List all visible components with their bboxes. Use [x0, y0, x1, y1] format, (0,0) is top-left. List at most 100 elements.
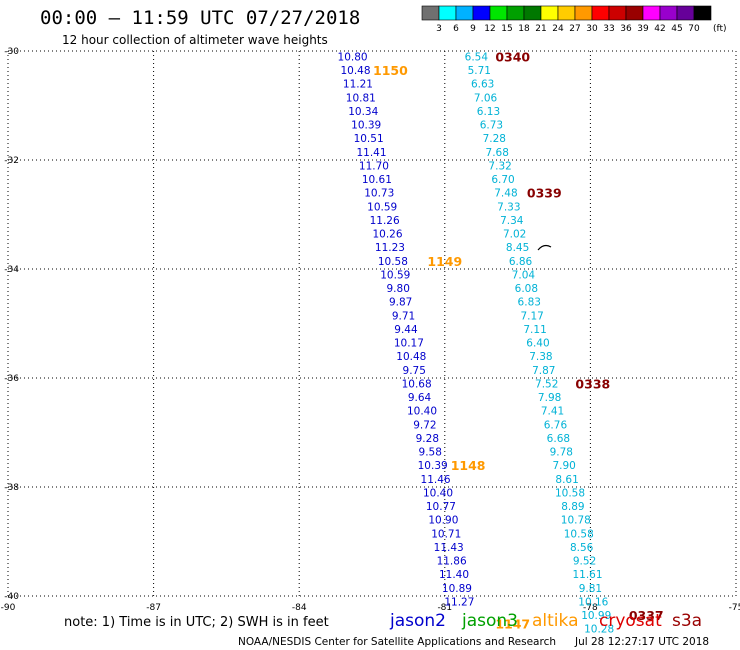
wave-height-label: 9.58 [419, 447, 442, 459]
wave-height-label: 6.54 [465, 51, 489, 63]
pass-time-label: 0337 [629, 608, 664, 623]
wave-height-label: 8.89 [561, 501, 584, 513]
wave-height-label: 7.06 [474, 92, 498, 104]
latitude-tick-label: -40 [4, 592, 19, 602]
pass-time-label: 1149 [427, 254, 462, 269]
legend-entry-jason3: jason3 [461, 611, 518, 631]
wave-height-label: 6.86 [509, 256, 533, 268]
wave-height-label: 11.27 [444, 596, 474, 608]
colorbar-swatch [523, 5, 542, 21]
legend-entry-jason2: jason2 [389, 611, 446, 631]
wave-height-label: 7.90 [552, 460, 575, 472]
pass-time-label: 1150 [373, 63, 408, 78]
wave-height-label: 10.51 [354, 133, 384, 145]
map-subtitle: 12 hour collection of altimeter wave hei… [62, 33, 328, 47]
wave-height-label: 9.78 [550, 447, 573, 459]
wave-height-label: 10.78 [561, 515, 591, 527]
wave-height-label: 9.52 [573, 556, 596, 568]
colorbar-tick-label: 45 [671, 24, 682, 34]
colorbar-tick-label: 21 [535, 24, 546, 34]
footnote: note: 1) Time is in UTC; 2) SWH is in fe… [64, 615, 329, 630]
wave-height-label: 10.59 [367, 201, 397, 213]
colorbar-tick-label: 9 [470, 24, 476, 34]
longitude-tick-label: -81 [437, 603, 452, 613]
colorbar-swatch [659, 5, 678, 21]
satellite-legend: jason2 jason3 altika cryosat s3a [389, 611, 702, 631]
colorbar-swatch [574, 5, 593, 21]
longitude-tick-label: -78 [583, 603, 598, 613]
pass-time-label: 0339 [527, 186, 562, 201]
wave-height-colorbar: 3 6 9 12 15 18 21 24 27 30 33 36 39 42 45 70 (ft) [421, 5, 727, 34]
colorbar-unit-label: (ft) [713, 24, 727, 34]
wave-height-label: 7.33 [497, 201, 520, 213]
colorbar-tick-label: 6 [453, 24, 459, 34]
wave-height-label: 10.28 [584, 624, 614, 636]
colorbar-swatch [421, 5, 440, 21]
wave-height-label: 9.64 [408, 392, 432, 404]
wave-height-label: 10.58 [555, 487, 585, 499]
longitude-tick-label: -87 [146, 603, 161, 613]
wave-height-label: 10.48 [396, 351, 426, 363]
pass-time-label: 0340 [495, 49, 530, 64]
coastline-fragment [537, 244, 552, 251]
wave-height-label: 8.45 [506, 242, 529, 254]
wave-height-label: 10.17 [394, 338, 424, 350]
generated-timestamp: Jul 28 12:27:17 UTC 2018 [574, 636, 709, 648]
wave-height-label: 10.40 [407, 406, 437, 418]
wave-height-label: 9.71 [392, 310, 415, 322]
colorbar-swatch [693, 5, 712, 21]
wave-height-label: 11.86 [437, 556, 467, 568]
wave-height-label: 10.48 [340, 65, 370, 77]
wave-height-label: 7.32 [488, 160, 511, 172]
colorbar-tick-label: 70 [688, 24, 700, 34]
colorbar-tick-label: 3 [436, 24, 442, 34]
wave-height-label: 10.40 [423, 487, 453, 499]
wave-height-label: 9.81 [579, 583, 602, 595]
wave-height-label: 11.43 [434, 542, 464, 554]
colorbar-tick-label: 39 [637, 24, 649, 34]
wave-height-label: 10.58 [564, 528, 594, 540]
pass-time-label: 1148 [451, 458, 486, 473]
legend-entry-altika: altika [532, 611, 579, 631]
map-title: 00:00 – 11:59 UTC 07/27/2018 [40, 7, 360, 29]
wave-height-label: 9.75 [403, 365, 426, 377]
wave-height-label: 7.41 [541, 406, 564, 418]
wave-height-label: 10.73 [364, 188, 394, 200]
wave-height-label: 11.23 [375, 242, 405, 254]
pass-time-label: 0338 [575, 376, 610, 391]
latitude-tick-label: -38 [4, 483, 19, 493]
wave-height-label: 10.59 [380, 269, 410, 281]
wave-height-label: 7.52 [535, 378, 558, 390]
pass-time-labels: 1150 1149 1148 1147 0340 0339 0338 0337 [373, 49, 664, 631]
wave-height-label: 7.02 [503, 229, 526, 241]
wave-height-label: 10.16 [578, 596, 608, 608]
colorbar-tick-label: 18 [518, 24, 530, 34]
colorbar-tick-label: 30 [586, 24, 598, 34]
wave-height-label: 5.71 [468, 65, 491, 77]
wave-height-label: 6.08 [515, 283, 538, 295]
colorbar-swatch [438, 5, 457, 21]
colorbar-swatch [557, 5, 576, 21]
colorbar-swatch [625, 5, 644, 21]
wave-height-label: 10.90 [428, 515, 458, 527]
wave-height-label: 6.40 [526, 338, 549, 350]
longitude-tick-label: -75 [729, 603, 740, 613]
wave-height-label: 11.61 [572, 569, 602, 581]
wave-height-label: 11.26 [370, 215, 400, 227]
wave-height-label: 11.40 [439, 569, 469, 581]
colorbar-swatch [489, 5, 508, 21]
colorbar-swatch [540, 5, 559, 21]
wave-height-label: 6.73 [480, 120, 503, 132]
pass-time-label: 1147 [495, 616, 530, 631]
wave-height-label: 7.17 [520, 310, 543, 322]
wave-height-label: 7.68 [486, 147, 509, 159]
credit-line: NOAA/NESDIS Center for Satellite Applica… [238, 636, 556, 648]
wave-height-label: 9.44 [394, 324, 418, 336]
latitude-tick-label: -30 [4, 47, 19, 57]
wave-height-label: 10.89 [442, 583, 472, 595]
wave-height-label: 10.39 [418, 460, 448, 472]
wave-height-label: 9.87 [389, 297, 412, 309]
wave-height-label: 11.21 [343, 79, 373, 91]
wave-height-label: 6.63 [471, 79, 494, 91]
